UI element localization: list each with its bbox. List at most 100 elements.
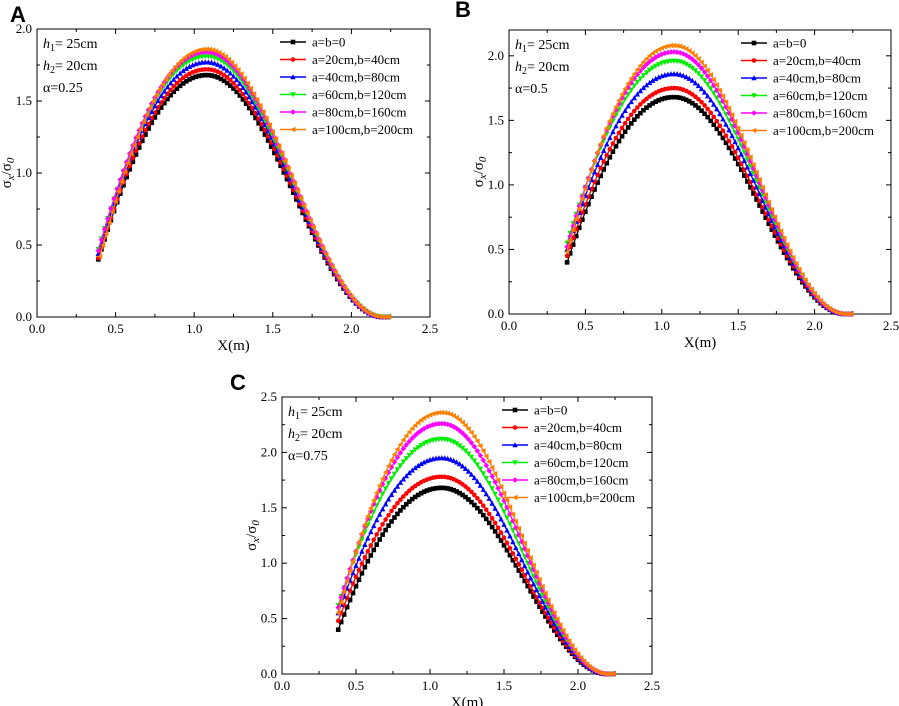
data-point <box>683 46 689 52</box>
data-point <box>796 266 802 272</box>
data-point <box>757 203 762 208</box>
data-point <box>391 451 397 458</box>
data-point <box>510 557 516 563</box>
data-point <box>208 59 215 65</box>
data-point <box>359 561 365 566</box>
data-point <box>180 81 186 86</box>
data-point <box>96 253 103 260</box>
data-point <box>221 65 227 71</box>
data-point <box>643 55 649 62</box>
data-point <box>335 618 341 624</box>
data-point <box>622 107 628 113</box>
data-point <box>635 105 640 110</box>
data-point <box>263 115 269 122</box>
data-point <box>353 583 359 589</box>
data-point <box>754 197 759 202</box>
data-point <box>370 501 377 507</box>
y-axis-sub-x: x <box>477 174 489 180</box>
data-point <box>649 77 656 83</box>
data-point <box>158 105 164 110</box>
data-point <box>398 497 403 503</box>
data-point <box>641 99 646 104</box>
data-point <box>534 595 539 600</box>
data-point <box>652 63 659 69</box>
data-point <box>257 102 263 109</box>
data-point <box>136 145 142 150</box>
data-point <box>453 441 460 447</box>
data-point <box>365 535 371 541</box>
data-point <box>745 179 750 184</box>
data-point <box>418 490 424 496</box>
data-point <box>409 425 415 432</box>
data-point <box>152 115 158 120</box>
data-point <box>353 562 359 568</box>
data-point <box>677 71 683 77</box>
y-axis-sub-x: x <box>5 175 17 181</box>
data-point <box>466 486 471 492</box>
data-point <box>108 205 114 212</box>
data-point <box>362 541 368 547</box>
data-point <box>386 512 391 518</box>
data-point <box>259 122 265 127</box>
data-point <box>732 156 738 161</box>
data-point <box>265 134 271 139</box>
annotation-text: = 25cm <box>55 37 98 52</box>
data-point <box>763 204 769 210</box>
data-point <box>527 575 534 581</box>
data-point <box>262 127 268 133</box>
data-point <box>665 43 671 49</box>
data-point <box>127 166 133 172</box>
data-point <box>778 244 784 250</box>
data-point <box>453 459 460 465</box>
data-point <box>394 483 401 489</box>
data-point <box>471 458 478 464</box>
data-point <box>723 133 729 138</box>
data-point <box>403 433 409 439</box>
data-point <box>750 162 756 168</box>
data-point <box>377 526 382 532</box>
data-point <box>357 304 364 310</box>
y-tick-label: 0.5 <box>16 237 32 252</box>
data-point <box>388 457 394 463</box>
data-point <box>471 474 478 481</box>
data-point <box>212 73 217 79</box>
data-point <box>273 136 279 142</box>
data-point <box>131 142 137 149</box>
data-point <box>193 74 199 80</box>
data-point <box>634 66 640 73</box>
data-point <box>395 511 400 517</box>
data-point <box>699 99 704 105</box>
data-point <box>219 51 225 58</box>
data-point <box>278 163 283 169</box>
data-point <box>140 138 145 144</box>
data-point <box>232 63 238 69</box>
data-point <box>379 481 386 488</box>
data-point <box>501 509 507 515</box>
data-point <box>704 93 711 99</box>
data-point <box>244 80 250 86</box>
data-point <box>516 562 522 567</box>
data-point <box>742 173 747 178</box>
legend-item-1: a=b=0 <box>502 403 567 418</box>
data-point <box>695 56 701 62</box>
data-point <box>662 59 668 66</box>
data-point <box>291 180 298 186</box>
data-point <box>748 185 753 190</box>
data-point <box>738 132 744 139</box>
data-point <box>671 49 677 55</box>
legend-item-2: a=20cm,b=40cm <box>502 420 622 435</box>
y-axis-title: σx/σ0 <box>471 156 489 187</box>
data-point <box>701 78 708 84</box>
legend-marker <box>751 127 757 134</box>
data-point <box>153 92 159 98</box>
data-point <box>729 150 735 156</box>
data-point <box>351 297 357 303</box>
data-point <box>468 439 475 446</box>
data-point <box>265 138 271 143</box>
data-point <box>604 160 610 166</box>
data-point <box>184 78 189 84</box>
data-point <box>149 108 155 115</box>
data-point <box>495 497 501 503</box>
y-axis-title: σx/σ0 <box>0 157 17 188</box>
data-point <box>439 420 445 427</box>
